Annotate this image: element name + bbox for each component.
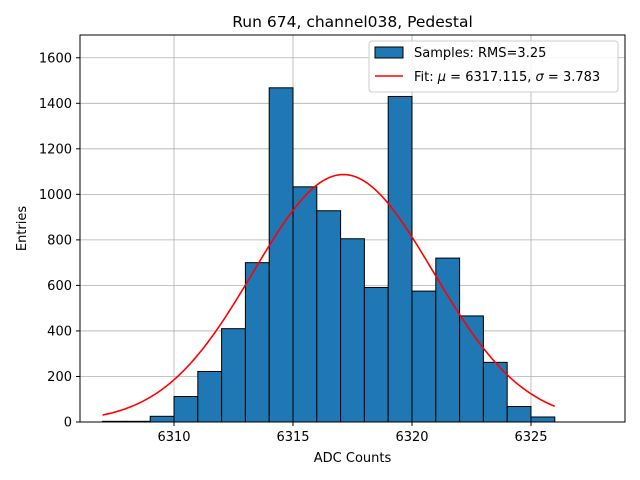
x-tick-label: 6325 <box>514 430 547 445</box>
histogram-bar <box>244 262 270 423</box>
legend-fit-prefix: Fit: <box>414 70 438 85</box>
histogram-bar <box>411 290 437 423</box>
histogram-bar <box>221 328 246 423</box>
y-tick-label: 1000 <box>39 188 72 203</box>
y-axis-ticks: 0 200 400 600 800 1000 1200 1400 1600 <box>39 51 80 431</box>
y-tick-label: 800 <box>47 233 72 248</box>
x-tick-label: 6315 <box>276 430 309 445</box>
legend-box <box>368 40 619 93</box>
chart-title: Run 674, channel038, Pedestal <box>232 13 473 31</box>
histogram-bar <box>268 87 294 423</box>
y-tick-label: 400 <box>47 324 72 339</box>
histogram-bar <box>387 95 413 423</box>
histogram-bar <box>149 415 175 423</box>
y-tick-label: 0 <box>64 416 72 431</box>
histogram-bar <box>363 286 389 423</box>
histogram-bar <box>530 416 556 423</box>
y-tick-label: 1400 <box>39 97 72 112</box>
histogram-bar <box>197 370 223 423</box>
y-axis-label: Entries <box>15 206 30 252</box>
y-tick-label: 200 <box>47 370 72 385</box>
x-axis-label: ADC Counts <box>314 451 392 466</box>
histogram-bar <box>316 210 342 423</box>
y-tick-label: 1600 <box>39 51 72 66</box>
histogram-bar <box>340 238 365 423</box>
y-tick-label: 600 <box>47 279 72 294</box>
fit-curve <box>102 173 556 416</box>
legend-fit-sigma-symbol: σ <box>536 70 545 85</box>
legend-fit-label: Fit: μ = 6317.115, σ = 3.783 <box>414 70 600 85</box>
legend-fit-mu-symbol: μ <box>437 70 446 85</box>
legend-samples-swatch <box>374 46 404 59</box>
legend-fit-mu-value: 6317.115 <box>465 70 527 85</box>
legend-samples-label: Samples: RMS=3.25 <box>414 46 546 61</box>
legend-fit-sep: , <box>527 70 535 85</box>
x-tick-label: 6320 <box>395 430 428 445</box>
histogram-bar <box>292 186 318 423</box>
histogram-bar <box>173 396 199 423</box>
legend: Samples: RMS=3.25 Fit: μ = 6317.115, σ =… <box>368 40 619 93</box>
y-tick-label: 1200 <box>39 142 72 157</box>
plot-frame <box>79 34 626 423</box>
histogram-bar <box>506 406 532 423</box>
x-axis-ticks: 6310 6315 6320 6325 <box>157 422 548 445</box>
legend-fit-sigma-value: 3.783 <box>563 70 600 85</box>
legend-fit-mu-eq: = <box>446 70 465 85</box>
x-tick-label: 6310 <box>157 430 190 445</box>
legend-fit-sigma-eq: = <box>544 70 563 85</box>
